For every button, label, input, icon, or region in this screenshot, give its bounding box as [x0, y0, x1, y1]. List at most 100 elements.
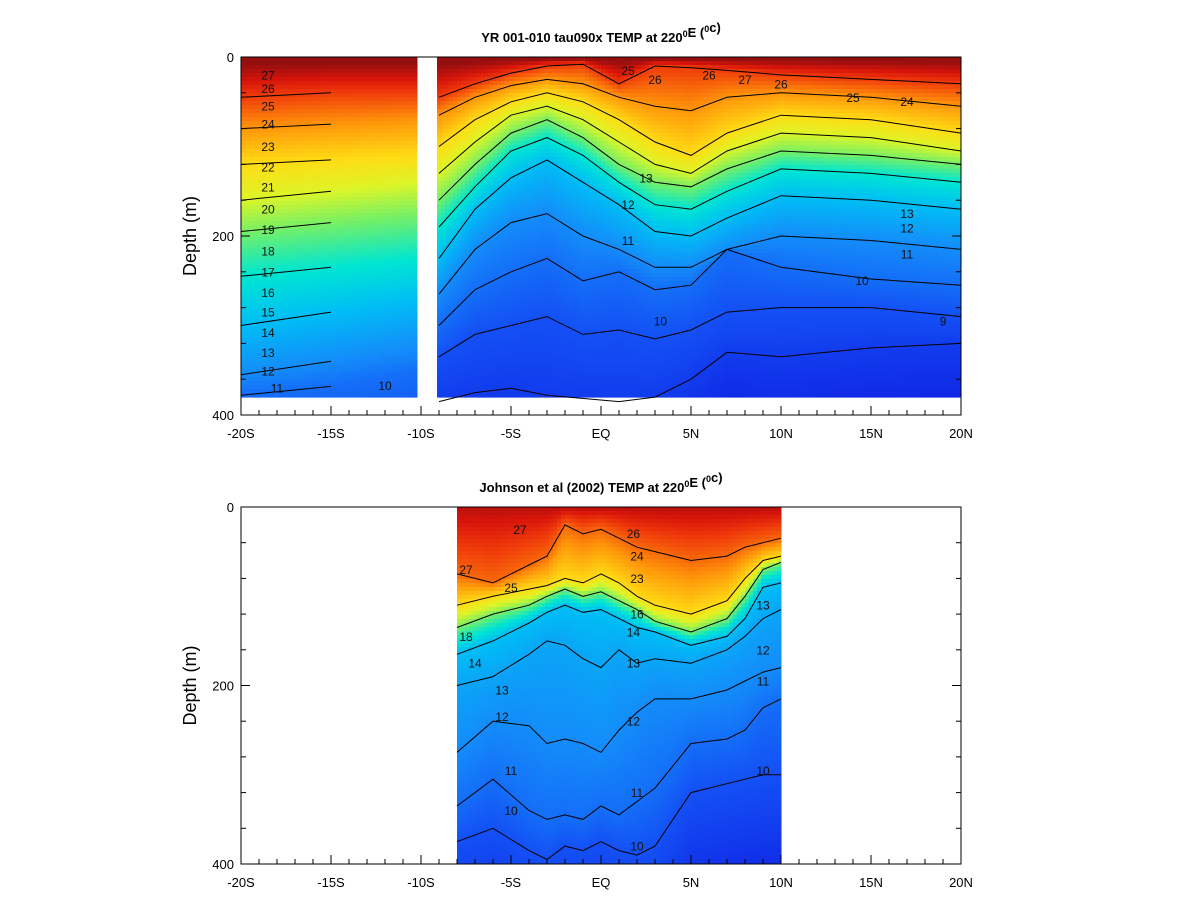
x-tick-label: 10N — [769, 875, 793, 890]
contour-label: 11 — [631, 786, 644, 800]
chart-title: Johnson et al (2002) TEMP at 2200E (0c) — [479, 470, 722, 495]
contour-label: 12 — [621, 198, 635, 212]
x-tick-label: -15S — [317, 875, 345, 890]
temperature-field — [457, 507, 782, 865]
contour-label: 11 — [757, 675, 770, 689]
x-tick-label: 5N — [683, 426, 700, 441]
x-tick-label: -20S — [227, 426, 255, 441]
contour-line-24 — [240, 123, 332, 130]
contour-line-11 — [438, 248, 962, 326]
contour-label: 12 — [495, 710, 509, 724]
x-tick-label: 20N — [949, 426, 973, 441]
contour-label: 12 — [261, 365, 275, 379]
x-tick-label: -20S — [227, 875, 255, 890]
contour-label: 11 — [271, 382, 284, 396]
x-tick-label: -5S — [501, 875, 522, 890]
contour-label: 10 — [855, 274, 869, 288]
contour-line-16 — [240, 266, 332, 277]
contour-label: 19 — [261, 223, 275, 237]
chart-panel-2: 25 18 14 13 12 11 10 26 24 23 16 14 13 12 11 10 12 13 11 10… — [180, 470, 973, 890]
contour-label: 13 — [756, 599, 770, 613]
contour-label: 18 — [459, 630, 473, 644]
contour-label: 25 — [261, 100, 275, 114]
contour-line-26 — [438, 63, 962, 98]
x-tick-label: EQ — [592, 875, 611, 890]
x-tick-label: 5N — [683, 875, 700, 890]
contour-label: 18 — [261, 245, 275, 259]
contour-label: 10 — [756, 764, 770, 778]
contour-label: 26 — [774, 77, 788, 91]
contour-line-24 — [438, 78, 962, 116]
x-tick-label: 20N — [949, 875, 973, 890]
contour-label: 12 — [627, 715, 641, 729]
y-tick-label: 200 — [212, 679, 234, 694]
contour-line-22 — [240, 159, 332, 165]
contour-label: 14 — [627, 625, 641, 639]
contour-line-10 — [456, 774, 781, 861]
contour-label: 23 — [261, 140, 275, 154]
contour-label: 12 — [900, 221, 914, 235]
contour-label: 24 — [630, 550, 644, 564]
contour-label: 27 — [261, 68, 275, 82]
contour-label: 11 — [901, 247, 914, 261]
contour-label: 13 — [900, 207, 914, 221]
y-axis-label: Depth (m) — [180, 196, 200, 276]
contour-line-14 — [240, 311, 332, 326]
contour-line-20 — [438, 105, 962, 174]
chart-title: YR 001-010 tau090x TEMP at 2200E (0c) — [481, 20, 721, 45]
contour-label: 25 — [846, 91, 860, 105]
y-tick-label: 0 — [227, 50, 234, 65]
contour-line-16 — [438, 137, 962, 228]
contour-label: 26 — [702, 68, 716, 82]
contour-label: 13 — [495, 683, 509, 697]
contour-label: 24 — [900, 95, 914, 109]
contour-label: 27 — [459, 563, 473, 577]
contour-label: 14 — [261, 326, 275, 340]
contour-label: 14 — [468, 657, 482, 671]
contour-label: 21 — [261, 180, 275, 194]
contour-label: 13 — [627, 657, 641, 671]
contour-line-18 — [438, 119, 962, 201]
contour-label: 12 — [756, 643, 770, 657]
contour-line-25 — [456, 524, 782, 584]
contour-label: 10 — [654, 315, 668, 329]
contour-label: 25 — [504, 581, 518, 595]
x-tick-label: -10S — [407, 426, 435, 441]
contour-line-11 — [240, 385, 332, 396]
y-axis-label: Depth (m) — [180, 645, 200, 725]
contour-label: 24 — [261, 118, 275, 132]
contour-line-12 — [456, 667, 782, 754]
x-tick-label: -10S — [407, 875, 435, 890]
contour-line-12 — [240, 360, 332, 376]
contour-line-26 — [240, 92, 332, 98]
contour-label: 13 — [261, 346, 275, 360]
contour-label: 11 — [505, 764, 518, 778]
contour-label: 23 — [630, 572, 644, 586]
y-tick-label: 400 — [212, 408, 234, 423]
contour-line-11 — [456, 698, 782, 820]
y-tick-label: 0 — [227, 500, 234, 515]
x-tick-label: 10N — [769, 426, 793, 441]
contour-label: 10 — [378, 379, 392, 393]
contour-label: 9 — [940, 315, 947, 329]
contour-line-13 — [456, 609, 782, 686]
contour-line-22 — [456, 555, 782, 615]
contour-label: 25 — [621, 64, 635, 78]
x-tick-label: 15N — [859, 426, 883, 441]
contour-label: 26 — [648, 73, 662, 87]
contour-label: 15 — [261, 306, 275, 320]
contour-label: 17 — [261, 265, 275, 279]
contour-line-12 — [438, 213, 962, 295]
contour-label: 27 — [513, 523, 527, 537]
contour-label: 13 — [639, 171, 653, 185]
contour-label: 27 — [738, 73, 752, 87]
contour-label: 22 — [261, 161, 275, 175]
contour-label: 16 — [630, 608, 644, 622]
contour-label: 10 — [630, 840, 644, 854]
contour-line-20 — [240, 190, 332, 201]
contour-label: 26 — [261, 82, 275, 96]
contour-label: 20 — [261, 203, 275, 217]
contour-line-18 — [456, 561, 782, 633]
